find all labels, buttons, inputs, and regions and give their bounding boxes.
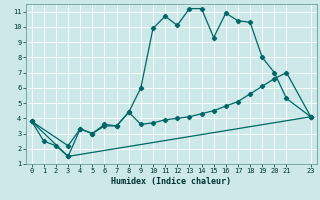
X-axis label: Humidex (Indice chaleur): Humidex (Indice chaleur) (111, 177, 231, 186)
